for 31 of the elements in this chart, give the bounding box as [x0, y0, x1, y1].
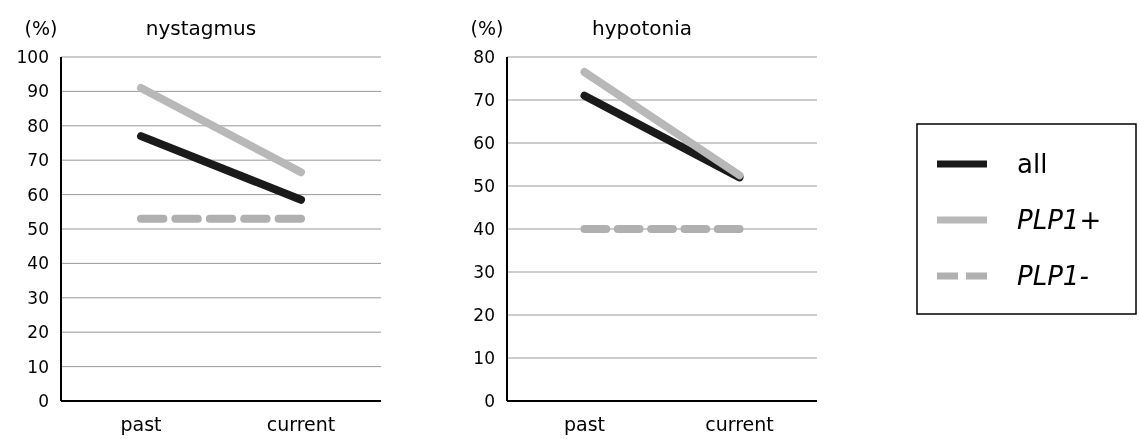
y-axis-title: (%): [470, 17, 504, 39]
legend-label: PLP1-: [1017, 261, 1089, 292]
y-tick-label: 60: [473, 132, 495, 153]
y-tick-label: 100: [16, 46, 49, 67]
y-tick-label: 50: [27, 218, 49, 239]
y-tick-label: 90: [27, 81, 49, 102]
y-tick-label: 40: [473, 218, 495, 239]
chart-title: nystagmus: [145, 16, 257, 40]
chart-title: hypotonia: [591, 16, 693, 40]
y-tick-label: 50: [473, 175, 495, 196]
y-tick-label: 10: [473, 347, 495, 368]
x-tick-label: past: [563, 413, 606, 435]
x-tick-label: past: [120, 413, 162, 435]
y-tick-label: 80: [27, 115, 49, 136]
y-axis-title: (%): [24, 17, 58, 39]
legend-label: all: [1017, 149, 1048, 180]
x-tick-label: current: [266, 413, 336, 435]
y-tick-label: 30: [473, 261, 495, 282]
y-tick-label: 0: [38, 390, 49, 411]
y-tick-label: 20: [27, 322, 49, 343]
y-tick-label: 80: [473, 46, 495, 67]
y-tick-label: 40: [27, 253, 49, 274]
y-tick-label: 30: [27, 287, 49, 308]
legend-label: PLP1+: [1017, 205, 1102, 236]
y-tick-label: 60: [27, 184, 49, 205]
y-tick-label: 70: [27, 150, 49, 171]
y-tick-label: 70: [473, 89, 495, 110]
y-tick-label: 20: [473, 304, 495, 325]
y-tick-label: 10: [27, 356, 49, 377]
x-tick-label: current: [705, 413, 774, 435]
y-tick-label: 0: [484, 390, 495, 411]
